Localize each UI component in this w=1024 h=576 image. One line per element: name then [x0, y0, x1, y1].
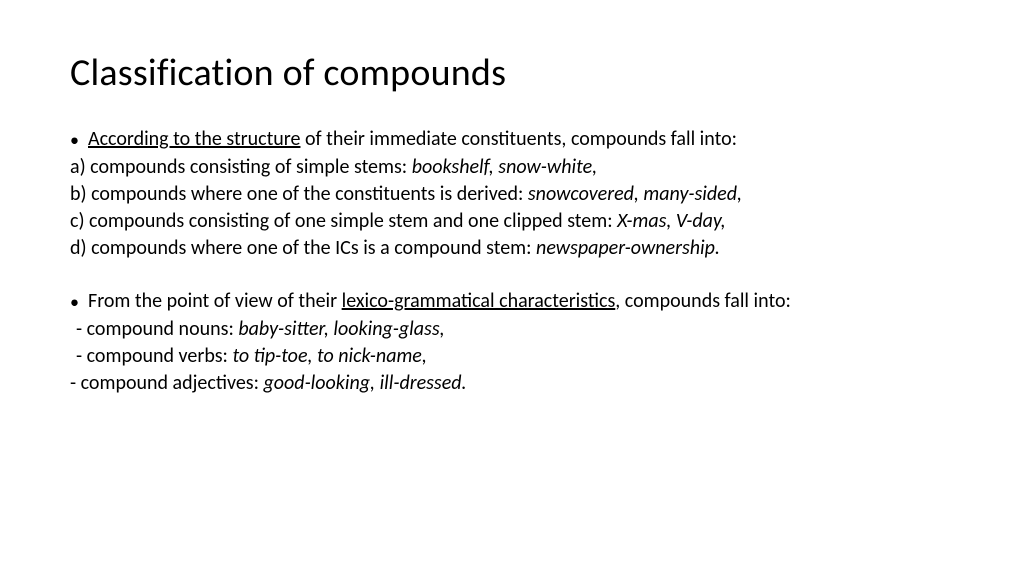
slide-title: Classification of compounds: [70, 50, 954, 96]
bullet-lexico-text: From the point of view of their lexico-g…: [88, 288, 954, 315]
item-a: a) compounds consisting of simple stems:…: [70, 154, 954, 181]
item-a-examples: bookshelf, snow-white,: [412, 155, 597, 179]
item-a-text: a) compounds consisting of simple stems:: [70, 155, 412, 179]
lead-rest-1: of their immediate constituents, compoun…: [300, 127, 737, 151]
bullet-structure-text: According to the structure of their imme…: [88, 126, 954, 153]
item-nouns-examples: baby-sitter, looking-glass,: [238, 317, 444, 341]
item-verbs-text: - compound verbs:: [76, 344, 232, 368]
bullet-lexico: From the point of view of their lexico-g…: [70, 288, 954, 316]
item-nouns: - compound nouns: baby-sitter, looking-g…: [70, 316, 954, 343]
bullet-icon: [70, 288, 88, 316]
item-adj-text: - compound adjectives:: [70, 371, 263, 395]
item-d-examples: newspaper-ownership.: [536, 236, 720, 260]
underline-structure: According to the structure: [88, 127, 300, 151]
bullet-structure: According to the structure of their imme…: [70, 126, 954, 154]
item-d-text: d) compounds where one of the ICs is a c…: [70, 236, 536, 260]
item-adj: - compound adjectives: good-looking, ill…: [70, 370, 954, 397]
item-d: d) compounds where one of the ICs is a c…: [70, 235, 954, 262]
lead-post-2: , compounds fall into:: [615, 289, 791, 313]
bullet-icon: [70, 126, 88, 154]
item-nouns-text: - compound nouns:: [76, 317, 238, 341]
item-b-text: b) compounds where one of the constituen…: [70, 182, 528, 206]
slide-body: According to the structure of their imme…: [70, 126, 954, 397]
section-spacer: [70, 262, 954, 288]
item-verbs: - compound verbs: to tip-toe, to nick-na…: [70, 343, 954, 370]
item-c-examples: X-mas, V-day,: [617, 209, 726, 233]
item-verbs-examples: to tip-toe, to nick-name,: [232, 344, 426, 368]
item-b-examples: snowcovered, many-sided,: [528, 182, 742, 206]
lead-pre-2: From the point of view of their: [88, 289, 342, 313]
underline-lexico: lexico-grammatical characteristics: [342, 289, 616, 313]
item-c: c) compounds consisting of one simple st…: [70, 208, 954, 235]
item-adj-examples: good-looking, ill-dressed.: [263, 371, 466, 395]
item-b: b) compounds where one of the constituen…: [70, 181, 954, 208]
item-c-text: c) compounds consisting of one simple st…: [70, 209, 617, 233]
